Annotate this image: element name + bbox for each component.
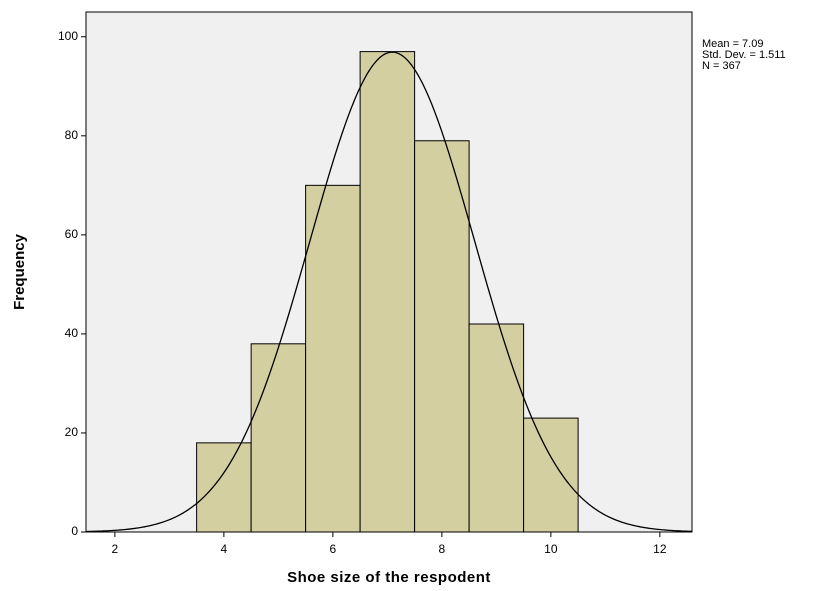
y-tick-label: 0	[71, 524, 78, 538]
bar	[305, 184, 361, 533]
bar	[468, 323, 525, 533]
bar	[359, 51, 416, 533]
stats-label: Std. Dev. = 1.511	[702, 49, 786, 61]
bar	[414, 140, 470, 533]
x-tick-label: 6	[330, 542, 337, 556]
bar	[523, 417, 579, 533]
y-tick-label: 40	[65, 326, 79, 340]
stats-label: N = 367	[702, 60, 741, 72]
x-tick-label: 12	[653, 542, 667, 556]
y-tick-label: 60	[65, 227, 79, 241]
x-axis-label: Shoe size of the respodent	[287, 569, 491, 586]
x-tick-label: 2	[112, 542, 119, 556]
normal-curve	[85, 51, 693, 533]
x-tick-label: 10	[544, 542, 558, 556]
stats-label: Mean = 7.09	[702, 38, 763, 50]
x-tick-label: 8	[439, 542, 446, 556]
bar	[196, 442, 252, 533]
x-tick-label: 4	[221, 542, 228, 556]
y-tick-label: 100	[58, 29, 78, 43]
plot-border	[85, 11, 693, 533]
bar	[250, 343, 307, 533]
y-axis-label: Frequency	[11, 233, 28, 310]
y-tick-label: 20	[65, 425, 79, 439]
y-tick-label: 80	[65, 128, 79, 142]
